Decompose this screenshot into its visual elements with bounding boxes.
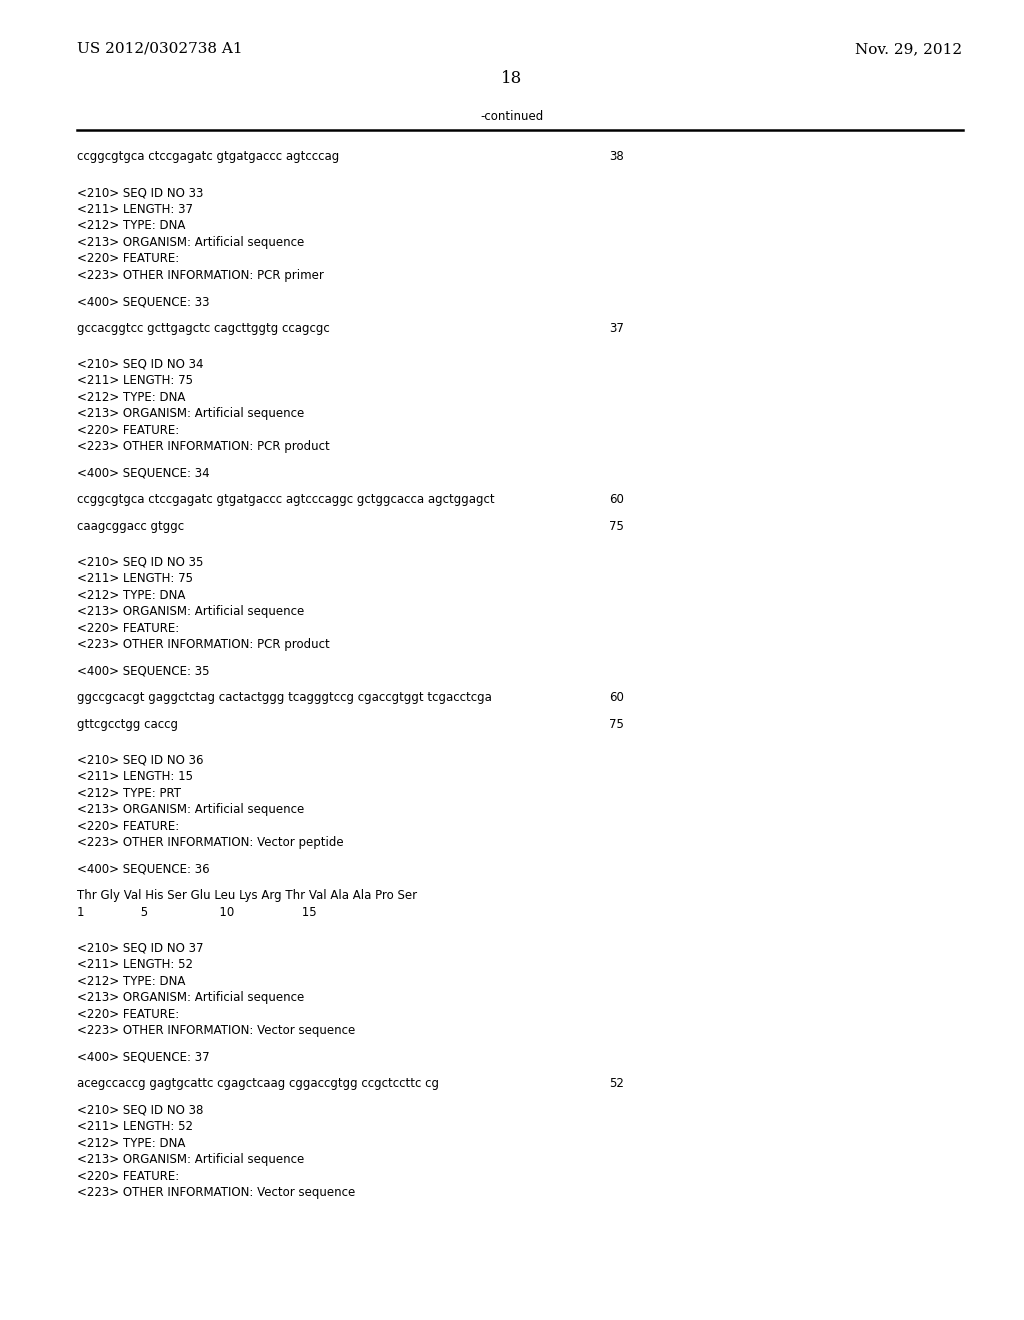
Text: <213> ORGANISM: Artificial sequence: <213> ORGANISM: Artificial sequence [77,408,304,420]
Text: 38: 38 [609,150,624,162]
Text: ccggcgtgca ctccgagatc gtgatgaccc agtcccag: ccggcgtgca ctccgagatc gtgatgaccc agtccca… [77,150,339,162]
Text: <211> LENGTH: 75: <211> LENGTH: 75 [77,375,193,387]
Text: -continued: -continued [480,110,544,123]
Text: <210> SEQ ID NO 36: <210> SEQ ID NO 36 [77,754,204,767]
Text: <211> LENGTH: 37: <211> LENGTH: 37 [77,203,193,215]
Text: 75: 75 [609,718,625,730]
Text: <211> LENGTH: 15: <211> LENGTH: 15 [77,771,193,783]
Text: <212> TYPE: DNA: <212> TYPE: DNA [77,589,185,602]
Text: <212> TYPE: DNA: <212> TYPE: DNA [77,1137,185,1150]
Text: 60: 60 [609,692,625,704]
Text: <211> LENGTH: 52: <211> LENGTH: 52 [77,1121,193,1133]
Text: caagcggacc gtggc: caagcggacc gtggc [77,520,184,532]
Text: <212> TYPE: DNA: <212> TYPE: DNA [77,975,185,987]
Text: <211> LENGTH: 75: <211> LENGTH: 75 [77,573,193,585]
Text: <220> FEATURE:: <220> FEATURE: [77,1170,179,1183]
Text: <400> SEQUENCE: 36: <400> SEQUENCE: 36 [77,863,210,875]
Text: gccacggtcc gcttgagctc cagcttggtg ccagcgc: gccacggtcc gcttgagctc cagcttggtg ccagcgc [77,322,330,334]
Text: acegccaccg gagtgcattc cgagctcaag cggaccgtgg ccgctccttc cg: acegccaccg gagtgcattc cgagctcaag cggaccg… [77,1077,439,1090]
Text: <212> TYPE: PRT: <212> TYPE: PRT [77,787,181,800]
Text: <400> SEQUENCE: 34: <400> SEQUENCE: 34 [77,467,210,479]
Text: 1               5                   10                  15: 1 5 10 15 [77,906,316,919]
Text: <223> OTHER INFORMATION: Vector sequence: <223> OTHER INFORMATION: Vector sequence [77,1187,355,1199]
Text: <223> OTHER INFORMATION: PCR primer: <223> OTHER INFORMATION: PCR primer [77,269,324,281]
Text: <400> SEQUENCE: 37: <400> SEQUENCE: 37 [77,1051,210,1064]
Text: <223> OTHER INFORMATION: Vector sequence: <223> OTHER INFORMATION: Vector sequence [77,1024,355,1038]
Text: <210> SEQ ID NO 33: <210> SEQ ID NO 33 [77,186,203,199]
Text: US 2012/0302738 A1: US 2012/0302738 A1 [77,42,243,55]
Text: <210> SEQ ID NO 34: <210> SEQ ID NO 34 [77,358,204,371]
Text: <223> OTHER INFORMATION: PCR product: <223> OTHER INFORMATION: PCR product [77,639,330,651]
Text: <212> TYPE: DNA: <212> TYPE: DNA [77,391,185,404]
Text: <213> ORGANISM: Artificial sequence: <213> ORGANISM: Artificial sequence [77,804,304,816]
Text: <210> SEQ ID NO 35: <210> SEQ ID NO 35 [77,556,203,569]
Text: <400> SEQUENCE: 33: <400> SEQUENCE: 33 [77,296,209,308]
Text: <213> ORGANISM: Artificial sequence: <213> ORGANISM: Artificial sequence [77,606,304,618]
Text: 37: 37 [609,322,625,334]
Text: <220> FEATURE:: <220> FEATURE: [77,424,179,437]
Text: <211> LENGTH: 52: <211> LENGTH: 52 [77,958,193,972]
Text: <212> TYPE: DNA: <212> TYPE: DNA [77,219,185,232]
Text: <220> FEATURE:: <220> FEATURE: [77,622,179,635]
Text: <220> FEATURE:: <220> FEATURE: [77,252,179,265]
Text: <220> FEATURE:: <220> FEATURE: [77,820,179,833]
Text: <220> FEATURE:: <220> FEATURE: [77,1008,179,1020]
Text: <400> SEQUENCE: 35: <400> SEQUENCE: 35 [77,665,209,677]
Text: <223> OTHER INFORMATION: PCR product: <223> OTHER INFORMATION: PCR product [77,441,330,453]
Text: 18: 18 [502,70,522,87]
Text: 52: 52 [609,1077,625,1090]
Text: 75: 75 [609,520,625,532]
Text: <213> ORGANISM: Artificial sequence: <213> ORGANISM: Artificial sequence [77,991,304,1005]
Text: 60: 60 [609,494,625,506]
Text: <213> ORGANISM: Artificial sequence: <213> ORGANISM: Artificial sequence [77,1154,304,1166]
Text: Nov. 29, 2012: Nov. 29, 2012 [855,42,963,55]
Text: Thr Gly Val His Ser Glu Leu Lys Arg Thr Val Ala Ala Pro Ser: Thr Gly Val His Ser Glu Leu Lys Arg Thr … [77,890,417,902]
Text: <223> OTHER INFORMATION: Vector peptide: <223> OTHER INFORMATION: Vector peptide [77,837,343,849]
Text: ggccgcacgt gaggctctag cactactggg tcagggtccg cgaccgtggt tcgacctcga: ggccgcacgt gaggctctag cactactggg tcagggt… [77,692,492,704]
Text: ccggcgtgca ctccgagatc gtgatgaccc agtcccaggc gctggcacca agctggagct: ccggcgtgca ctccgagatc gtgatgaccc agtccca… [77,494,495,506]
Text: <213> ORGANISM: Artificial sequence: <213> ORGANISM: Artificial sequence [77,236,304,248]
Text: <210> SEQ ID NO 37: <210> SEQ ID NO 37 [77,942,204,954]
Text: gttcgcctgg caccg: gttcgcctgg caccg [77,718,178,730]
Text: <210> SEQ ID NO 38: <210> SEQ ID NO 38 [77,1104,203,1117]
